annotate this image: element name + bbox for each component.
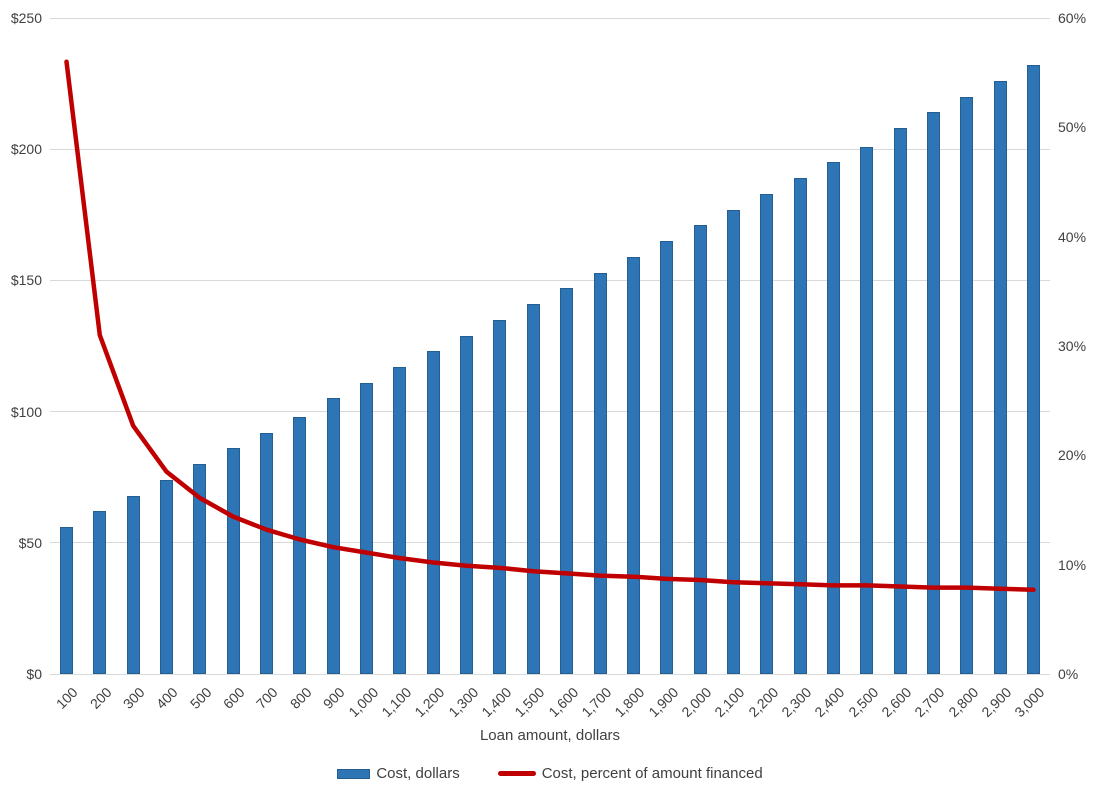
bar [793, 178, 807, 674]
bar [593, 272, 607, 674]
x-axis-tick-label: 1,800 [611, 684, 648, 721]
x-axis-tick-label: 2,700 [911, 684, 948, 721]
bar [960, 96, 974, 674]
x-axis-tick-label: 1,600 [544, 684, 582, 721]
bar [693, 225, 707, 674]
x-axis-tick-label: 700 [253, 684, 281, 712]
bar [226, 448, 240, 674]
bar [60, 527, 73, 674]
legend-item-cost-dollars: Cost, dollars [337, 765, 460, 782]
bar [293, 416, 307, 674]
bar [426, 351, 440, 674]
bar [760, 193, 774, 674]
x-axis-tick-label: 1,500 [511, 684, 548, 721]
right-axis-tick-label: 10% [1058, 556, 1087, 573]
x-axis-tick-label: 2,200 [744, 684, 782, 721]
x-axis-tick-label: 2,600 [878, 684, 915, 721]
bar [826, 162, 840, 674]
right-axis-tick-label: 60% [1058, 10, 1087, 26]
legend-label-cost-dollars: Cost, dollars [376, 765, 460, 782]
bar [660, 241, 674, 674]
bar [160, 479, 174, 674]
bar [1027, 65, 1040, 674]
bar [626, 256, 640, 674]
bar [393, 366, 407, 674]
line-path [64, 59, 1036, 593]
bar [460, 335, 474, 674]
right-axis-tick-label: 50% [1058, 119, 1087, 136]
bar [193, 464, 207, 674]
x-axis-tick-label: 200 [86, 684, 115, 712]
bar [93, 511, 107, 674]
right-axis-tick-label: 30% [1058, 338, 1087, 354]
x-axis-tick-label: 2,400 [811, 684, 848, 721]
x-axis-title: Loan amount, dollars [479, 727, 621, 744]
line-swatch-icon [497, 771, 536, 776]
legend-item-cost-percent: Cost, percent of amount financed [497, 765, 763, 782]
x-axis-tick-label: 3,000 [1011, 684, 1048, 721]
x-axis-tick-label: 2,500 [844, 684, 882, 721]
bar [326, 398, 340, 674]
x-axis-tick-label: 600 [219, 684, 248, 712]
x-axis-tick-label: 400 [153, 684, 181, 712]
bar [360, 382, 374, 674]
bar-swatch-icon [337, 768, 371, 779]
right-axis-tick-label: 0% [1058, 666, 1079, 682]
bar [560, 288, 574, 674]
x-axis-tick-label: 1,200 [411, 684, 448, 721]
x-axis-tick-label: 1,400 [478, 684, 515, 721]
x-axis-tick-label: 2,300 [778, 684, 815, 721]
left-axis-tick-label: $100 [10, 403, 42, 420]
x-axis-tick-label: 2,000 [678, 684, 715, 721]
legend-label-cost-percent: Cost, percent of amount financed [541, 765, 763, 782]
x-axis-tick-label: 1,100 [378, 684, 415, 721]
left-axis-tick-label: $200 [10, 141, 42, 158]
x-axis-tick-label: 900 [319, 684, 348, 712]
bar [726, 209, 740, 674]
x-axis-tick-label: 2,800 [945, 684, 982, 721]
gridline [50, 673, 1050, 675]
bar [926, 112, 940, 674]
x-axis-tick-label: 800 [286, 684, 315, 712]
gridline [50, 17, 1050, 19]
x-axis-tick-label: 1,000 [344, 684, 381, 721]
right-axis-tick-label: 40% [1058, 228, 1087, 245]
bar [126, 495, 140, 674]
bar [893, 128, 907, 674]
x-axis-tick-label: 1,900 [644, 684, 682, 721]
bar [526, 304, 540, 674]
right-axis-tick-label: 20% [1058, 447, 1087, 464]
x-axis-tick-label: 500 [186, 684, 215, 712]
x-axis-tick-label: 2,100 [711, 684, 748, 721]
x-axis-tick-label: 1,300 [444, 684, 481, 721]
x-axis-tick-label: 300 [119, 684, 148, 712]
left-axis-tick-label: $50 [18, 534, 42, 551]
left-axis-tick-label: $0 [26, 666, 42, 682]
bar [860, 146, 874, 674]
bar [493, 319, 507, 674]
left-axis-tick-label: $250 [10, 10, 42, 26]
bar [993, 80, 1007, 674]
x-axis-tick-label: 100 [52, 684, 81, 712]
left-axis-tick-label: $150 [10, 272, 42, 289]
legend: Cost, dollars Cost, percent of amount fi… [0, 765, 1100, 782]
bar [260, 432, 274, 674]
x-axis-tick-label: 1,700 [578, 684, 615, 721]
x-axis-tick-label: 2,900 [978, 684, 1015, 721]
